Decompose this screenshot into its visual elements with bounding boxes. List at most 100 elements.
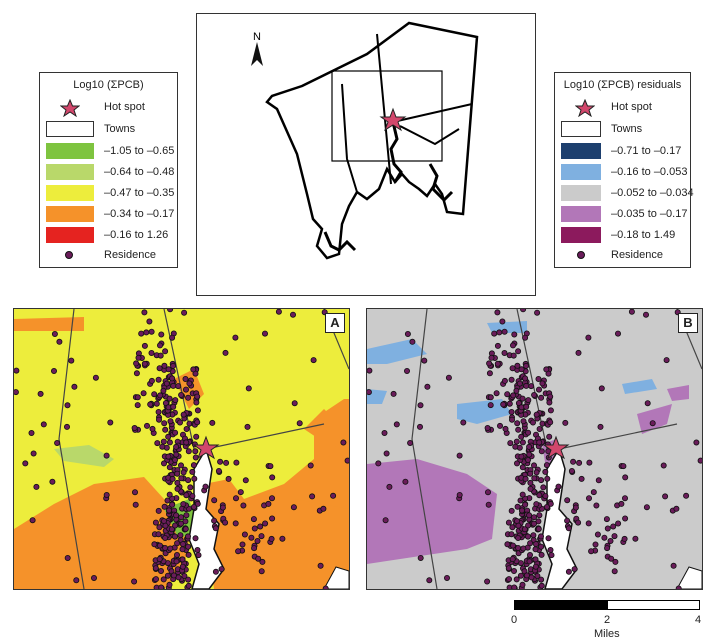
residence-dot — [526, 451, 533, 458]
residence-dot — [524, 456, 531, 463]
residence-dot — [251, 545, 258, 552]
residence-dot — [494, 342, 501, 349]
residence-dot — [171, 533, 178, 540]
residence-dot — [235, 548, 242, 555]
residence-dot — [157, 352, 164, 359]
residence-dot — [167, 309, 174, 313]
residence-dot — [257, 523, 264, 530]
residence-dot — [166, 581, 173, 588]
residence-dot — [595, 477, 602, 484]
residence-dot — [193, 399, 200, 406]
residence-dot — [504, 541, 511, 548]
towns-swatch — [561, 121, 601, 137]
residence-dot — [168, 526, 175, 533]
residence-dot — [594, 531, 601, 538]
residence-dot — [156, 524, 163, 531]
residence-dot — [536, 426, 543, 433]
residence-dot — [621, 535, 628, 542]
residence-dot — [510, 567, 517, 574]
residence-dot — [508, 416, 515, 423]
residence-dot-icon — [577, 251, 585, 259]
residence-dot — [165, 366, 172, 373]
residence-dot — [159, 443, 166, 450]
residence-dot — [103, 452, 110, 459]
residence-dot — [146, 318, 153, 325]
residence-dot — [520, 418, 527, 425]
river — [389, 121, 403, 183]
residence-dot — [545, 535, 552, 542]
residence-dot — [547, 393, 554, 400]
residence-dot — [158, 331, 165, 338]
residence-dot — [445, 374, 452, 381]
residence-dot — [51, 368, 58, 375]
residence-dot — [421, 357, 428, 364]
residence-dot — [487, 402, 494, 409]
residence-dot — [237, 489, 244, 496]
residence-dot — [37, 390, 44, 397]
residence-dot — [564, 517, 571, 524]
residence-dot — [172, 397, 179, 404]
residence-dot — [261, 330, 268, 337]
residence-dot — [526, 558, 533, 565]
town-boundary — [341, 83, 358, 193]
residence-dot — [519, 491, 526, 498]
residence-dot — [131, 425, 138, 432]
residence-dot — [49, 478, 56, 485]
residence-dot — [158, 584, 165, 589]
residence-dot — [170, 362, 177, 369]
residence-dot — [494, 360, 501, 367]
residence-dot — [239, 541, 246, 548]
residence-dot — [426, 577, 433, 584]
residence-dot — [511, 331, 518, 338]
residence-dot — [155, 507, 162, 514]
residence-dot — [514, 420, 521, 427]
scale-tick-0: 0 — [511, 614, 518, 626]
residence-dot — [548, 552, 555, 559]
residence-dot — [500, 401, 507, 408]
residence-dot — [367, 367, 373, 374]
residence-dot — [177, 462, 184, 469]
residence-dot — [222, 349, 229, 356]
residence-dot — [585, 495, 592, 502]
residence-dot — [507, 440, 514, 447]
residence-dot — [29, 517, 36, 524]
residence-dot — [402, 478, 409, 485]
residence-points — [367, 309, 702, 589]
residence-dot — [530, 520, 537, 527]
residence-dot — [179, 541, 186, 548]
residence-dot — [514, 503, 521, 510]
towns-swatch — [46, 121, 94, 137]
legend-title: Log10 (ΣPCB) — [73, 79, 144, 91]
residence-dot — [528, 383, 535, 390]
residence-dot — [643, 504, 650, 511]
residence-dot — [151, 391, 158, 398]
residence-dot — [523, 362, 530, 369]
residence-dot — [192, 535, 199, 542]
residence-dot — [530, 462, 537, 469]
residence-dot — [178, 514, 185, 521]
residence-dot — [519, 439, 526, 446]
residence-dot — [174, 470, 181, 477]
residence-dot — [258, 533, 265, 540]
residence-dot — [148, 328, 155, 335]
residence-dot — [185, 576, 192, 583]
residence-dot — [194, 500, 201, 507]
residence-dot — [515, 522, 522, 529]
hotspot-star-icon — [60, 99, 80, 117]
class-swatch — [46, 206, 94, 222]
hotspot-star-icon — [192, 435, 220, 460]
residence-dot — [518, 507, 525, 514]
residence-dot — [174, 540, 181, 547]
residence-dot — [167, 418, 174, 425]
residence-dot — [194, 407, 201, 414]
panel-label: B — [678, 313, 698, 333]
residence-dot — [519, 464, 526, 471]
residence-dot — [209, 419, 216, 426]
residence-dot — [533, 501, 540, 508]
residence-dot — [572, 504, 579, 511]
residence-dot — [290, 504, 297, 511]
residence-dot — [167, 545, 174, 552]
residence-dot — [155, 416, 162, 423]
residence-dot — [254, 537, 261, 544]
residence-dot — [535, 376, 542, 383]
